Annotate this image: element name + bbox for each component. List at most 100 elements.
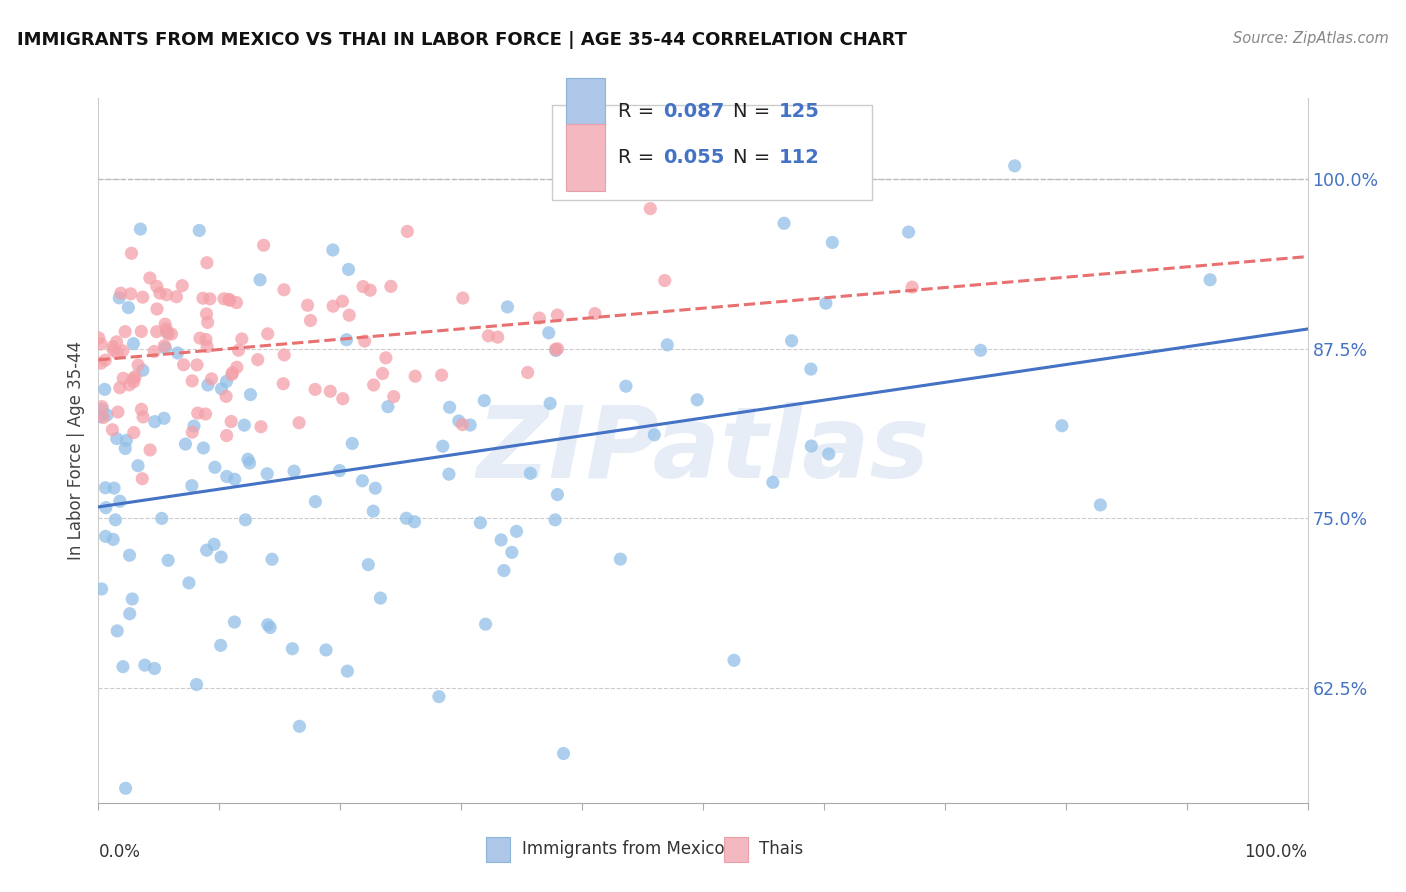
Point: [821, 235, 844, 250]
Point: [337, 262, 360, 277]
Point: [451, 417, 474, 432]
Point: [94, 481, 117, 495]
Point: [134, 658, 156, 673]
Point: [458, 417, 481, 432]
Point: [1004, 159, 1026, 173]
Point: [122, 336, 145, 351]
Point: [451, 291, 474, 305]
Point: [762, 475, 785, 490]
Point: [131, 402, 153, 417]
Point: [195, 340, 218, 354]
Point: [474, 617, 496, 632]
Point: [215, 389, 238, 403]
Point: [181, 425, 204, 440]
Point: [239, 456, 262, 470]
Point: [221, 366, 243, 380]
Point: [215, 469, 238, 483]
Point: [337, 308, 360, 322]
Point: [259, 620, 281, 634]
Point: [93, 410, 115, 425]
Point: [90, 582, 112, 596]
Point: [231, 332, 253, 346]
Point: [800, 439, 823, 453]
Point: [118, 377, 141, 392]
Point: [651, 159, 673, 173]
Point: [225, 360, 247, 375]
Point: [496, 300, 519, 314]
Point: [127, 458, 149, 473]
Text: 0.055: 0.055: [664, 148, 724, 167]
Point: [654, 274, 676, 288]
Point: [501, 545, 523, 559]
Point: [90, 337, 112, 351]
Point: [342, 436, 364, 450]
Point: [143, 415, 166, 429]
Point: [153, 411, 176, 425]
Point: [204, 460, 226, 475]
Point: [91, 402, 114, 417]
Point: [1199, 273, 1222, 287]
Point: [153, 339, 176, 353]
Point: [336, 664, 359, 678]
Point: [489, 533, 512, 547]
Text: R =: R =: [619, 148, 661, 167]
Point: [172, 278, 194, 293]
Point: [657, 338, 679, 352]
Point: [363, 378, 385, 392]
Text: N =: N =: [734, 148, 776, 167]
Point: [114, 325, 136, 339]
Point: [396, 224, 419, 238]
Point: [322, 299, 344, 313]
Point: [197, 315, 219, 329]
Point: [94, 529, 117, 543]
Point: [250, 419, 273, 434]
Point: [150, 511, 173, 525]
Point: [215, 375, 238, 389]
Point: [111, 343, 134, 358]
Point: [538, 396, 561, 410]
Point: [209, 550, 232, 565]
Point: [143, 661, 166, 675]
Point: [114, 781, 136, 796]
Point: [166, 346, 188, 360]
Point: [352, 474, 374, 488]
Text: 0.087: 0.087: [664, 103, 724, 121]
Point: [157, 326, 180, 341]
Point: [195, 543, 218, 558]
Point: [281, 641, 304, 656]
Point: [87, 331, 110, 345]
Point: [439, 401, 461, 415]
Point: [143, 344, 166, 359]
Point: [155, 341, 177, 355]
Point: [103, 481, 125, 495]
Point: [219, 415, 242, 429]
Point: [432, 439, 454, 453]
Point: [477, 328, 499, 343]
Point: [225, 295, 247, 310]
Point: [353, 334, 375, 348]
Point: [583, 307, 606, 321]
Point: [107, 405, 129, 419]
FancyBboxPatch shape: [551, 105, 872, 201]
Point: [228, 343, 250, 358]
Point: [288, 416, 311, 430]
Point: [145, 325, 167, 339]
Point: [103, 533, 125, 547]
Point: [224, 615, 246, 629]
Point: [328, 464, 350, 478]
Point: [897, 225, 920, 239]
Point: [492, 564, 515, 578]
Point: [188, 331, 211, 345]
Point: [299, 313, 322, 327]
Text: ZIPatlas: ZIPatlas: [477, 402, 929, 499]
Point: [155, 287, 177, 301]
Point: [283, 464, 305, 478]
Point: [111, 659, 134, 673]
Point: [335, 333, 357, 347]
Point: [94, 353, 117, 368]
Point: [256, 326, 278, 341]
Point: [519, 467, 541, 481]
Text: 112: 112: [779, 148, 820, 167]
Point: [215, 428, 238, 442]
Point: [273, 348, 295, 362]
